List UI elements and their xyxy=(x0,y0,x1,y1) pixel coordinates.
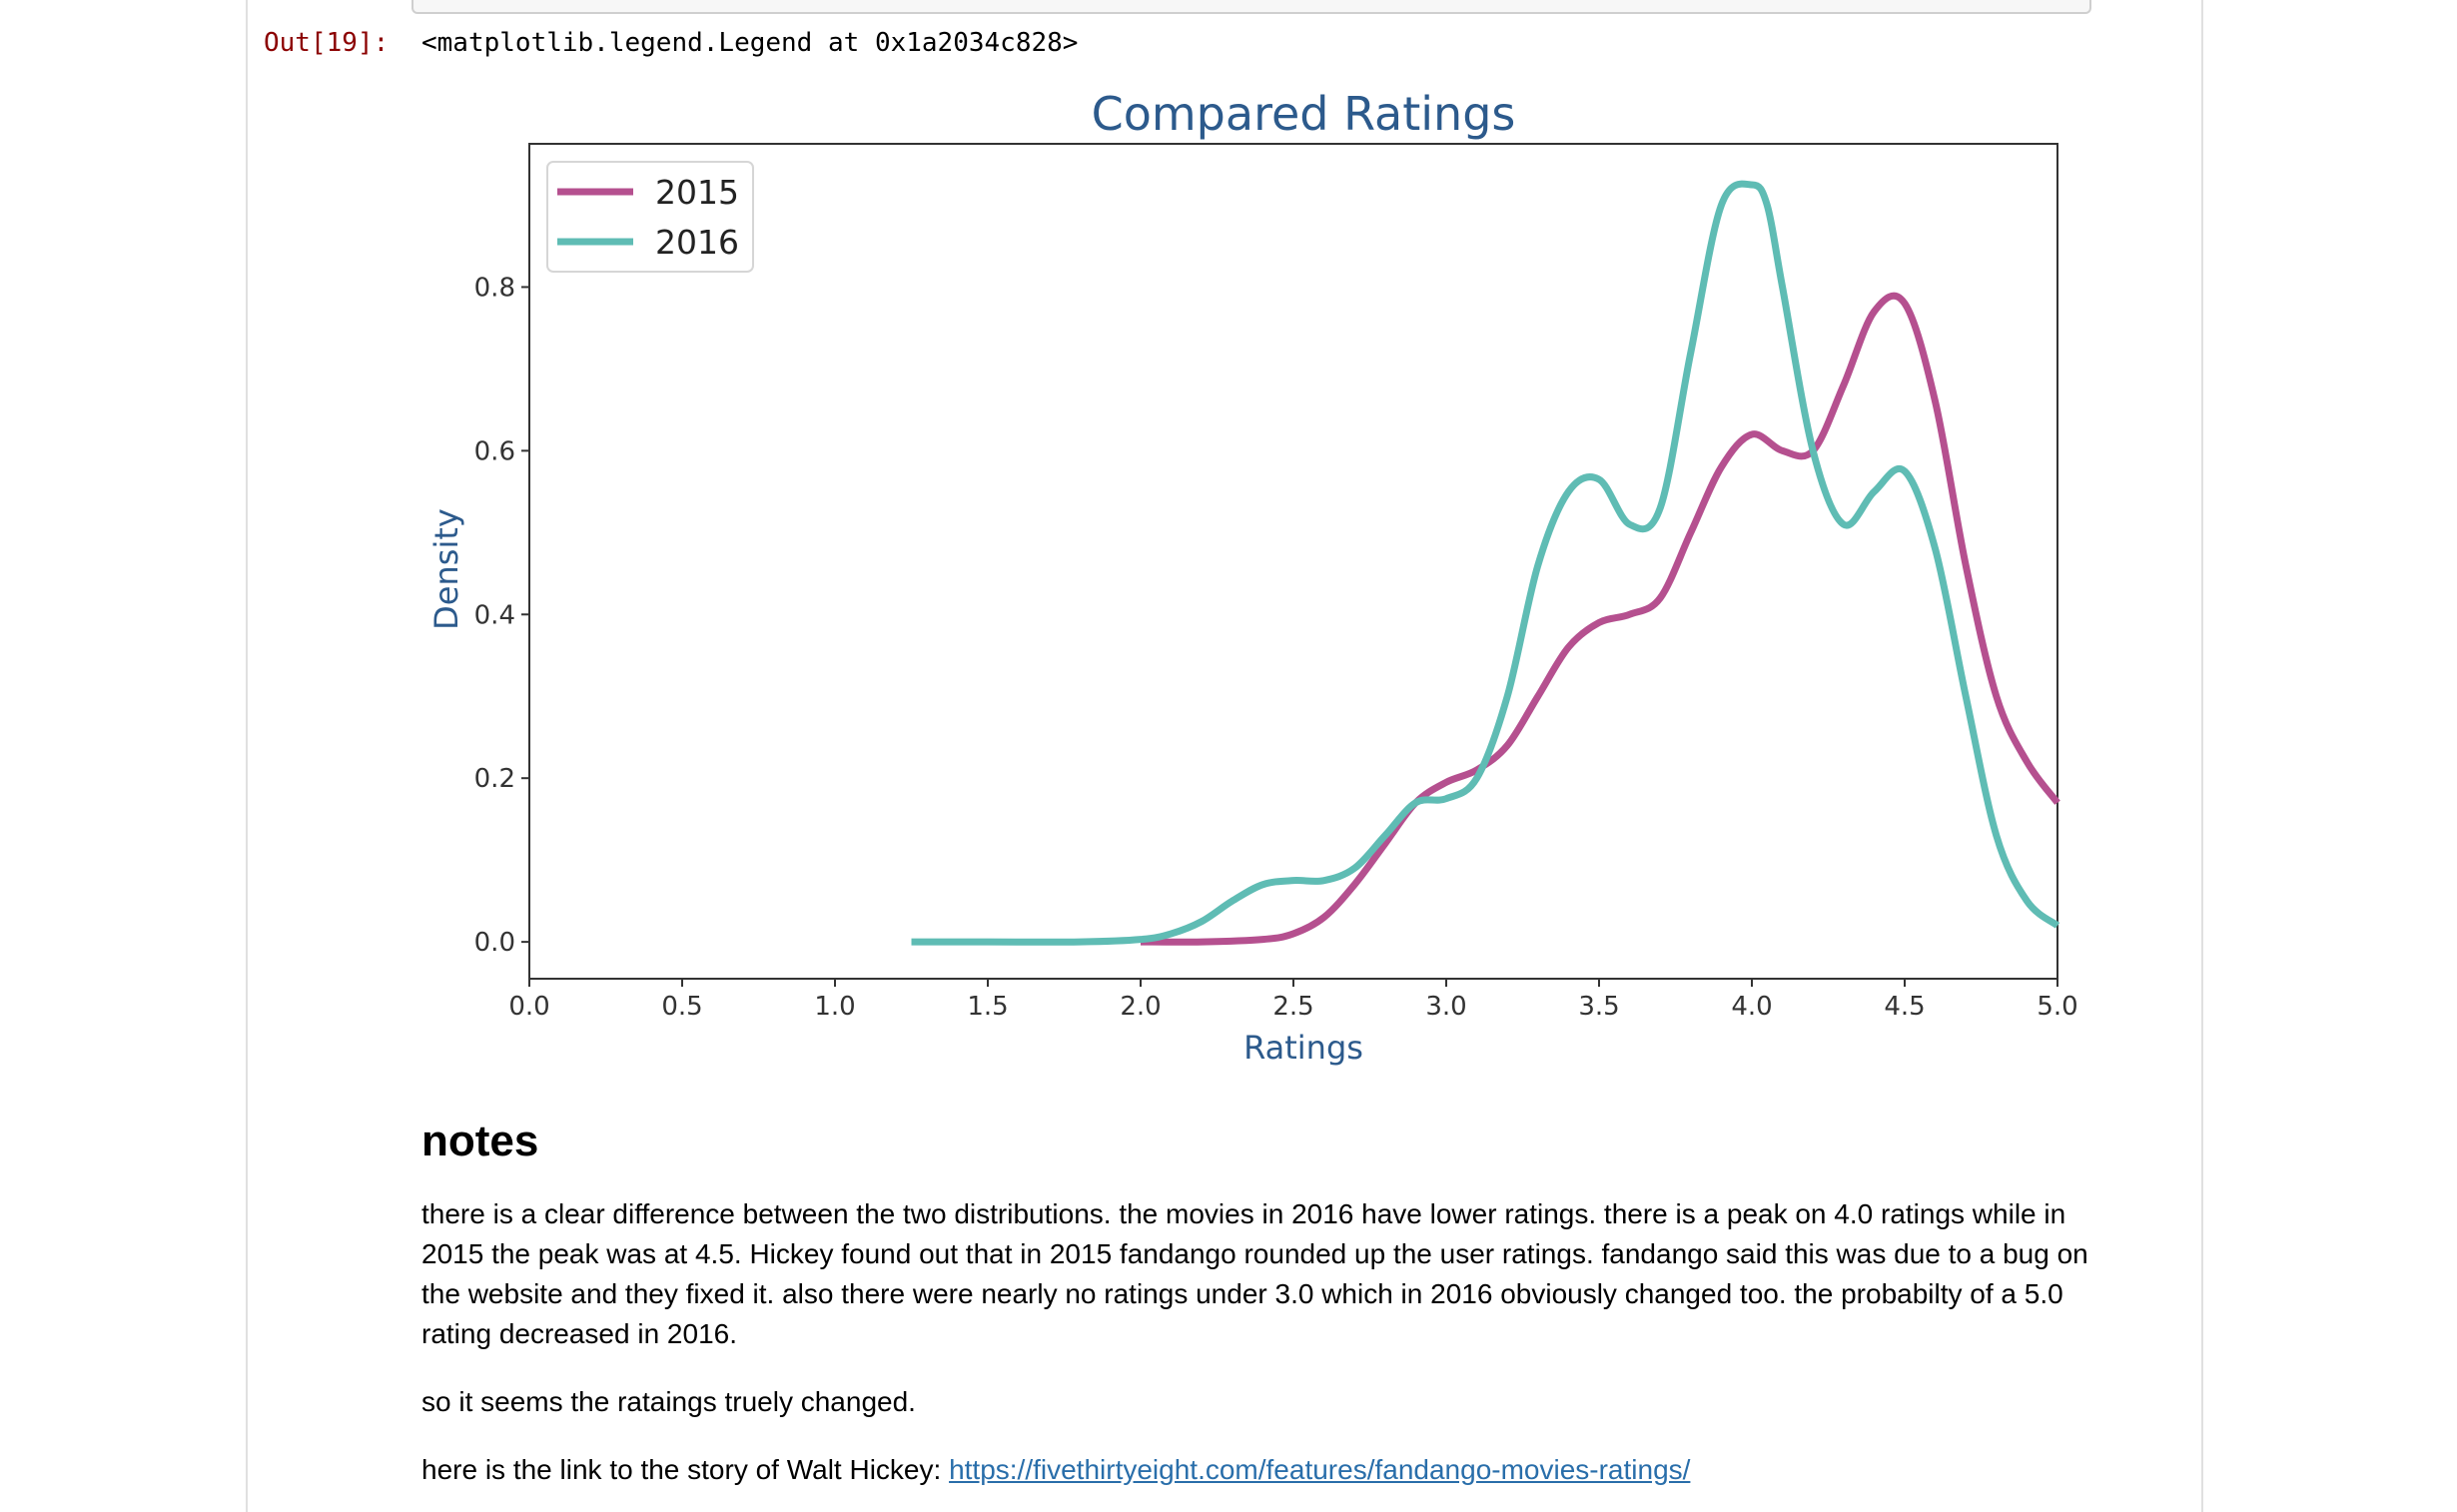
notes-paragraph-3: here is the link to the story of Walt Hi… xyxy=(421,1450,2099,1490)
notes-paragraph-1: there is a clear difference between the … xyxy=(421,1198,2088,1349)
fivethirtyeight-link[interactable]: https://fivethirtyeight.com/features/fan… xyxy=(949,1454,1691,1485)
y-tick-label: 0.6 xyxy=(474,436,515,466)
y-axis-label: Density xyxy=(427,508,465,630)
legend-label-2016: 2016 xyxy=(655,223,739,262)
x-tick-label: 2.5 xyxy=(1272,992,1313,1022)
chart-title: Compared Ratings xyxy=(1092,87,1516,141)
series-line-2015 xyxy=(1140,292,2060,946)
y-tick-label: 0.8 xyxy=(474,273,515,303)
x-tick-label: 5.0 xyxy=(2037,992,2077,1022)
x-tick-label: 2.0 xyxy=(1120,992,1161,1022)
link-prefix-text: here is the link to the story of Walt Hi… xyxy=(421,1454,950,1485)
x-tick-label: 1.0 xyxy=(814,992,855,1022)
x-tick-label: 3.0 xyxy=(1425,992,1466,1022)
x-tick-label: 4.0 xyxy=(1731,992,1772,1022)
notes-paragraph-2-wrap: so it seems the rataings truely changed. xyxy=(421,1382,2099,1422)
x-tick-label: 3.5 xyxy=(1578,992,1619,1022)
y-tick-label: 0.0 xyxy=(474,928,515,958)
notes-heading: notes xyxy=(421,1117,539,1165)
notes-body: there is a clear difference between the … xyxy=(421,1194,2099,1354)
series-line-2016 xyxy=(911,180,2060,946)
notes-paragraph-3-wrap: here is the link to the story of Walt Hi… xyxy=(421,1450,2099,1490)
density-chart: Compared Ratings Density Ratings 0.0 0.5 1… xyxy=(427,87,2078,1067)
x-tick-label: 0.0 xyxy=(508,992,549,1022)
y-tick-label: 0.4 xyxy=(474,600,515,630)
notes-paragraph-2: so it seems the rataings truely changed. xyxy=(421,1386,916,1417)
notes-section: notes xyxy=(421,1117,2099,1166)
legend-label-2015: 2015 xyxy=(655,173,739,212)
plot-frame xyxy=(528,143,2058,980)
x-tick-label: 4.5 xyxy=(1884,992,1925,1022)
x-tick-label: 1.5 xyxy=(967,992,1008,1022)
output-prompt: Out[19]: xyxy=(264,28,390,58)
y-tick-label: 0.2 xyxy=(474,764,515,794)
x-tick-label: 0.5 xyxy=(661,992,702,1022)
previous-code-cell[interactable] xyxy=(411,0,2091,14)
output-text: <matplotlib.legend.Legend at 0x1a2034c82… xyxy=(421,28,1079,58)
x-axis-label: Ratings xyxy=(1243,1029,1363,1067)
